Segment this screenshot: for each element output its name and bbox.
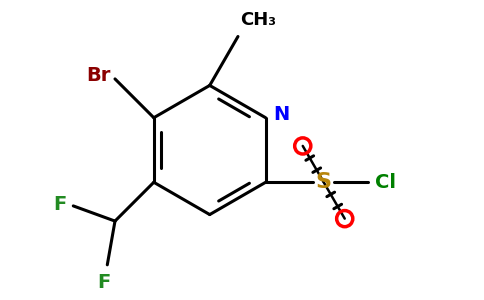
Text: F: F — [54, 195, 67, 214]
Text: S: S — [316, 172, 332, 192]
Text: Cl: Cl — [376, 173, 396, 192]
Text: N: N — [274, 105, 290, 124]
Text: F: F — [97, 273, 111, 292]
Text: Br: Br — [86, 66, 110, 85]
Text: CH₃: CH₃ — [241, 11, 276, 29]
